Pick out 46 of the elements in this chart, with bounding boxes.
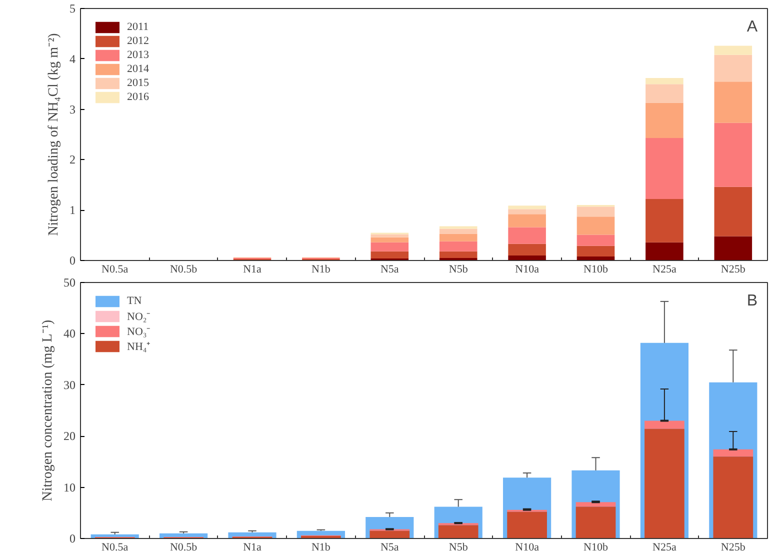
x-tick-label: N1b <box>311 542 331 554</box>
x-tick-label: N0.5a <box>102 542 128 554</box>
y-tick-label: 50 <box>64 276 76 290</box>
legend-label: 2012 <box>127 35 149 47</box>
x-tick-label: N10b <box>584 264 608 276</box>
y-tick-label: 20 <box>64 429 76 444</box>
y-tick-label: 1 <box>70 203 76 218</box>
x-tick-label: N0.5b <box>170 264 198 276</box>
y-axis-title: Nitrogen concentration (mg L⁻¹) <box>40 319 56 502</box>
legend-label: NO₂⁻ <box>127 310 151 323</box>
y-axis-title: Nitrogen loading of NH₄Cl (kg m⁻²) <box>46 32 62 236</box>
legend-label: 2013 <box>127 49 149 61</box>
x-tick-label: N25b <box>720 264 746 276</box>
legend-label: 2015 <box>127 77 149 89</box>
x-tick-label: N25a <box>652 542 676 554</box>
legend-label: 2016 <box>127 91 149 103</box>
legend-label: NH₄⁺ <box>127 340 151 353</box>
y-tick-label: 10 <box>64 480 76 494</box>
y-tick-label: 5 <box>70 2 76 16</box>
x-tick-label: N5b <box>448 264 468 276</box>
y-tick-label: 2 <box>70 152 76 167</box>
x-tick-label: N5a <box>380 542 399 554</box>
legend-label: 2014 <box>127 63 149 75</box>
x-tick-label: N10a <box>515 542 540 554</box>
y-tick-label: 0 <box>70 532 76 546</box>
x-tick-label: N0.5a <box>102 264 128 276</box>
y-tick-label: 30 <box>64 378 76 392</box>
y-tick-label: 0 <box>70 254 76 268</box>
x-tick-label: N1b <box>311 264 331 276</box>
legend-label: TN <box>127 295 143 307</box>
legend-label: NO₃⁻ <box>127 325 151 338</box>
x-tick-label: N1a <box>243 264 262 276</box>
x-tick-label: N25b <box>720 542 746 554</box>
x-tick-label: N25a <box>652 264 676 276</box>
x-tick-label: N5b <box>448 542 468 554</box>
y-tick-label: 4 <box>70 52 76 66</box>
x-tick-label: N10a <box>515 264 540 276</box>
y-tick-label: 40 <box>64 326 76 341</box>
x-tick-label: N0.5b <box>170 542 198 554</box>
legend-label: 2011 <box>127 21 149 33</box>
annotation: B <box>746 292 758 310</box>
x-tick-label: N10b <box>584 542 608 554</box>
x-tick-label: N1a <box>243 542 262 554</box>
y-tick-label: 3 <box>70 102 76 116</box>
annotation: A <box>746 18 758 36</box>
x-tick-label: N5a <box>380 264 399 276</box>
